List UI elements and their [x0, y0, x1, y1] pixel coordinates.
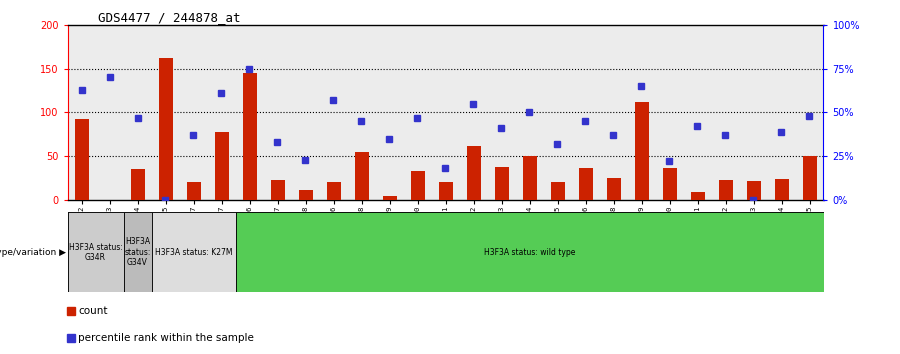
Bar [516, 25, 544, 200]
FancyBboxPatch shape [123, 212, 151, 292]
Bar [803, 156, 816, 200]
Bar [634, 102, 649, 200]
Bar [718, 180, 733, 200]
Bar [375, 25, 403, 200]
Bar [347, 25, 375, 200]
Bar [460, 25, 488, 200]
FancyBboxPatch shape [68, 212, 123, 292]
Bar [264, 25, 292, 200]
Bar [544, 25, 572, 200]
Bar [355, 152, 368, 200]
Bar [242, 73, 256, 200]
Bar [271, 180, 284, 200]
Bar [186, 183, 201, 200]
Text: genotype/variation ▶: genotype/variation ▶ [0, 248, 66, 257]
Bar [75, 119, 88, 200]
Bar [68, 25, 95, 200]
Bar [768, 25, 796, 200]
Bar [690, 192, 705, 200]
Bar [236, 25, 264, 200]
Bar [151, 25, 179, 200]
Bar [95, 25, 123, 200]
Bar [214, 132, 229, 200]
Bar [208, 25, 236, 200]
Bar [796, 25, 824, 200]
Bar [292, 25, 320, 200]
Bar [775, 179, 788, 200]
Bar [179, 25, 208, 200]
Text: H3F3A status: wild type: H3F3A status: wild type [484, 248, 575, 257]
Text: GDS4477 / 244878_at: GDS4477 / 244878_at [98, 11, 240, 24]
Bar [607, 178, 620, 200]
Bar [662, 169, 677, 200]
Bar [494, 167, 508, 200]
Bar [740, 25, 768, 200]
Bar [158, 58, 173, 200]
Bar [123, 25, 151, 200]
Bar [627, 25, 655, 200]
Bar [579, 167, 592, 200]
Bar [466, 146, 481, 200]
Bar [523, 156, 536, 200]
Text: count: count [78, 306, 108, 316]
Bar [382, 196, 397, 200]
Bar [683, 25, 712, 200]
Bar [712, 25, 740, 200]
Bar [403, 25, 431, 200]
Text: percentile rank within the sample: percentile rank within the sample [78, 333, 255, 343]
Bar [410, 171, 425, 200]
Text: H3F3A
status:
G34V: H3F3A status: G34V [124, 237, 150, 267]
FancyBboxPatch shape [236, 212, 824, 292]
Bar [431, 25, 460, 200]
Bar [746, 181, 760, 200]
Text: H3F3A status: K27M: H3F3A status: K27M [155, 248, 232, 257]
Bar [551, 183, 564, 200]
Bar [130, 169, 145, 200]
Text: H3F3A status:
G34R: H3F3A status: G34R [68, 242, 122, 262]
Bar [438, 183, 453, 200]
Bar [327, 183, 340, 200]
Bar [320, 25, 347, 200]
Bar [599, 25, 627, 200]
FancyBboxPatch shape [68, 212, 824, 292]
Bar [299, 190, 312, 200]
Bar [488, 25, 516, 200]
FancyBboxPatch shape [151, 212, 236, 292]
Bar [655, 25, 683, 200]
Bar [572, 25, 599, 200]
